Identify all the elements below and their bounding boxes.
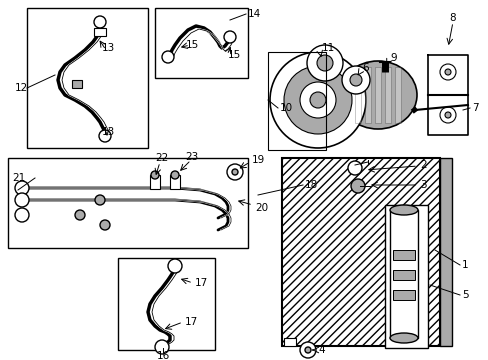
Circle shape xyxy=(75,210,85,220)
Bar xyxy=(27,8,148,148)
Circle shape xyxy=(95,195,105,205)
Text: 16: 16 xyxy=(156,351,169,360)
Circle shape xyxy=(15,208,29,222)
Bar xyxy=(392,250,414,260)
Text: 9: 9 xyxy=(389,53,396,63)
Bar xyxy=(374,67,380,123)
Circle shape xyxy=(439,107,455,123)
Circle shape xyxy=(168,259,182,273)
Text: 8: 8 xyxy=(449,13,455,23)
Text: 22: 22 xyxy=(155,153,168,163)
Text: 15: 15 xyxy=(185,40,198,50)
Circle shape xyxy=(162,51,174,63)
Text: 12: 12 xyxy=(15,83,28,93)
Circle shape xyxy=(349,74,361,86)
Bar xyxy=(384,67,390,123)
Text: 13: 13 xyxy=(101,43,114,53)
Bar xyxy=(364,67,370,123)
Circle shape xyxy=(224,31,236,43)
Bar xyxy=(8,158,247,248)
Bar xyxy=(267,52,325,150)
Bar xyxy=(354,67,360,123)
Text: 17: 17 xyxy=(195,278,208,288)
Circle shape xyxy=(15,193,29,207)
Bar xyxy=(439,158,451,346)
Text: 5: 5 xyxy=(461,290,468,300)
Ellipse shape xyxy=(389,205,417,215)
Text: 21: 21 xyxy=(12,173,25,183)
Circle shape xyxy=(316,55,332,71)
Text: 14: 14 xyxy=(247,9,261,19)
Circle shape xyxy=(347,161,361,175)
Circle shape xyxy=(309,92,325,108)
Text: 6: 6 xyxy=(361,63,368,73)
Text: 2: 2 xyxy=(419,160,426,170)
Bar xyxy=(118,258,215,350)
Text: 20: 20 xyxy=(254,203,267,213)
Bar xyxy=(72,80,82,88)
Circle shape xyxy=(306,45,342,81)
Circle shape xyxy=(231,169,238,175)
Circle shape xyxy=(171,171,179,179)
Circle shape xyxy=(341,66,369,94)
Circle shape xyxy=(94,16,106,28)
Ellipse shape xyxy=(338,61,416,129)
Bar xyxy=(392,270,414,280)
Circle shape xyxy=(305,347,310,353)
Text: 1: 1 xyxy=(461,260,468,270)
Circle shape xyxy=(100,220,110,230)
Circle shape xyxy=(155,340,169,354)
Circle shape xyxy=(15,181,29,195)
Text: 23: 23 xyxy=(185,152,198,162)
Text: 3: 3 xyxy=(419,180,426,190)
Text: 17: 17 xyxy=(184,317,198,327)
Text: 19: 19 xyxy=(251,155,264,165)
Circle shape xyxy=(269,52,365,148)
Bar xyxy=(394,67,400,123)
Ellipse shape xyxy=(389,333,417,343)
Text: 15: 15 xyxy=(227,50,241,60)
Bar xyxy=(155,8,247,78)
Circle shape xyxy=(444,69,450,75)
Circle shape xyxy=(439,64,455,80)
Bar xyxy=(94,28,106,36)
Circle shape xyxy=(299,342,315,358)
Circle shape xyxy=(226,164,243,180)
Circle shape xyxy=(350,179,364,193)
Text: 7: 7 xyxy=(471,103,478,113)
Bar xyxy=(389,210,417,338)
Bar xyxy=(284,338,295,346)
Text: 18: 18 xyxy=(305,180,318,190)
Text: 13: 13 xyxy=(101,127,114,137)
Bar xyxy=(384,205,427,348)
Text: 4: 4 xyxy=(317,345,324,355)
Bar xyxy=(170,175,180,189)
Circle shape xyxy=(299,82,335,118)
Circle shape xyxy=(151,171,159,179)
Bar xyxy=(282,158,439,346)
Circle shape xyxy=(284,66,351,134)
Text: 10: 10 xyxy=(280,103,292,113)
Circle shape xyxy=(444,112,450,118)
Bar xyxy=(150,175,160,189)
Bar xyxy=(392,290,414,300)
Text: 11: 11 xyxy=(321,43,335,53)
Circle shape xyxy=(99,130,111,142)
